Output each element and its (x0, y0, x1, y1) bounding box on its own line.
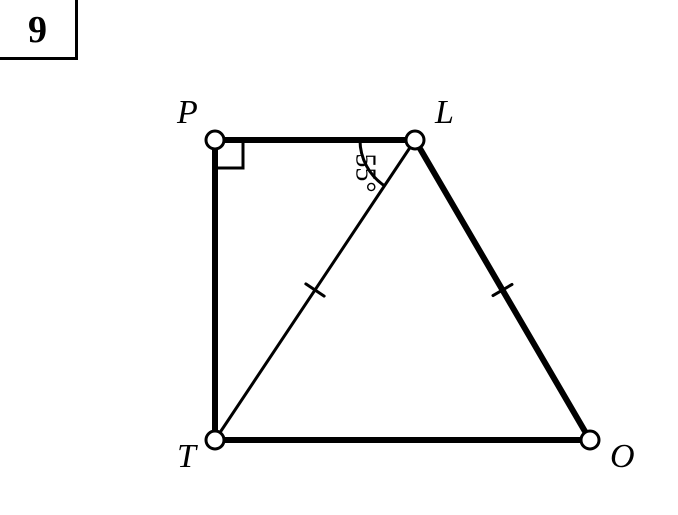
vertex-P (206, 131, 224, 149)
figure-stage: 9 PLTO55° (0, 0, 678, 515)
vertex-L (406, 131, 424, 149)
vertex-O (581, 431, 599, 449)
vertex-label-T: T (177, 438, 196, 476)
angle-label-55: 55° (349, 153, 381, 192)
vertex-label-L: L (435, 94, 454, 132)
vertex-T (206, 431, 224, 449)
geometry-diagram (0, 0, 678, 515)
vertex-label-O: O (610, 438, 635, 476)
vertex-label-P: P (177, 94, 198, 132)
tick-LT (306, 284, 324, 296)
